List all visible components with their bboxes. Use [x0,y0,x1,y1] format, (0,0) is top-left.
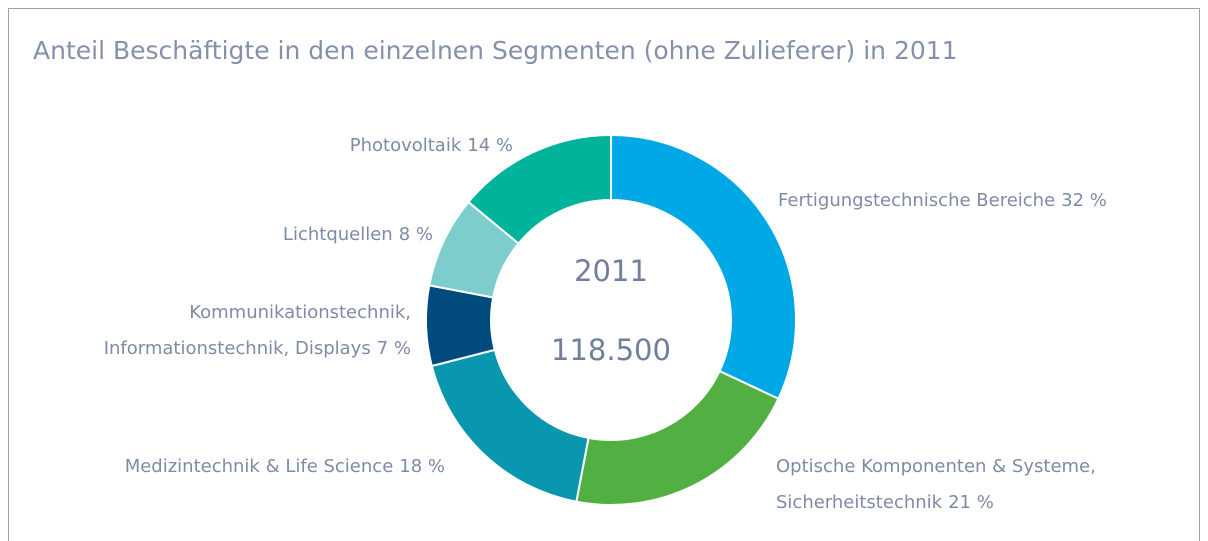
slice-label: Photovoltaik 14 % [350,135,513,156]
slice-label: Kommunikationstechnik, [189,302,411,323]
category-name: Photovoltaik [350,135,462,156]
frame [8,8,1200,541]
slice-label: Sicherheitstechnik 21 % [776,492,994,513]
value-label: 7 % [377,338,411,359]
chart-title: Anteil Beschäftigte in den einzelnen Seg… [33,36,958,65]
slice-label: Lichtquellen 8 % [283,224,433,245]
slice-label: Medizintechnik & Life Science 18 % [125,456,445,477]
category-name: Fertigungstechnische Bereiche [778,190,1055,211]
category-name: Sicherheitstechnik [776,492,943,513]
category-name: Lichtquellen [283,224,393,245]
value-label: 18 % [399,456,445,477]
category-name: Medizintechnik & Life Science [125,456,394,477]
value-label: 8 % [399,224,433,245]
center-total: 118.500 [551,333,671,367]
value-label: 32 % [1061,190,1107,211]
center-title: 2011 [574,254,648,288]
category-name: Kommunikationstechnik, [189,302,411,323]
slice-label: Optische Komponenten & Systeme, [776,456,1096,477]
donut-segment [610,133,797,401]
slice-label: Informationstechnik, Displays 7 % [104,338,411,359]
value-label: 14 % [467,135,513,156]
category-name: Optische Komponenten & Systeme, [776,456,1096,477]
donut-segment [430,348,590,503]
category-name: Informationstechnik, Displays [104,338,371,359]
value-label: 21 % [948,492,994,513]
donut-segment [575,369,780,506]
donut-segment [467,133,612,245]
slice-label: Fertigungstechnische Bereiche 32 % [778,190,1107,211]
